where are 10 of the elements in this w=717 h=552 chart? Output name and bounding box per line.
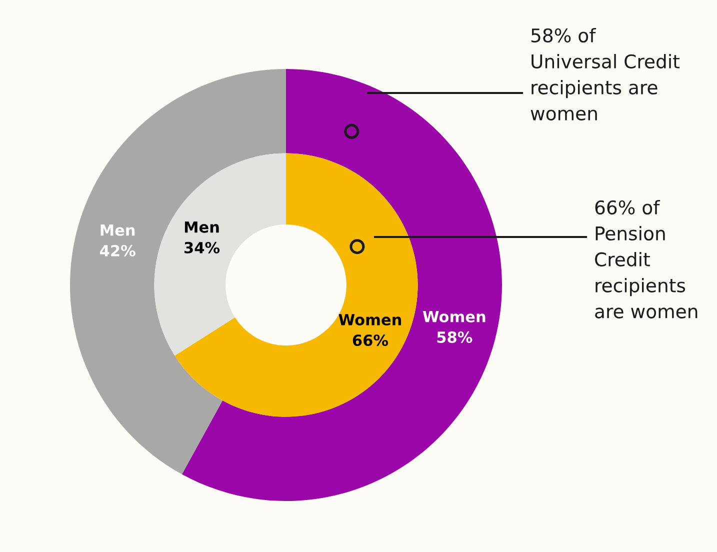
data-label: 42% [100, 244, 136, 256]
text: 66% of Pension Credit recipients are women [595, 200, 698, 318]
slice-label: Women [338, 314, 402, 326]
data-label: 58% [437, 331, 472, 343]
slice-label: Men [184, 221, 219, 233]
data-label: 34% [184, 242, 220, 254]
slice-label: Women [422, 311, 486, 322]
slice-label: Men [100, 224, 135, 236]
data-label: 66% [352, 334, 388, 346]
text: 58% of Universal Credit recipients are women [530, 28, 680, 120]
